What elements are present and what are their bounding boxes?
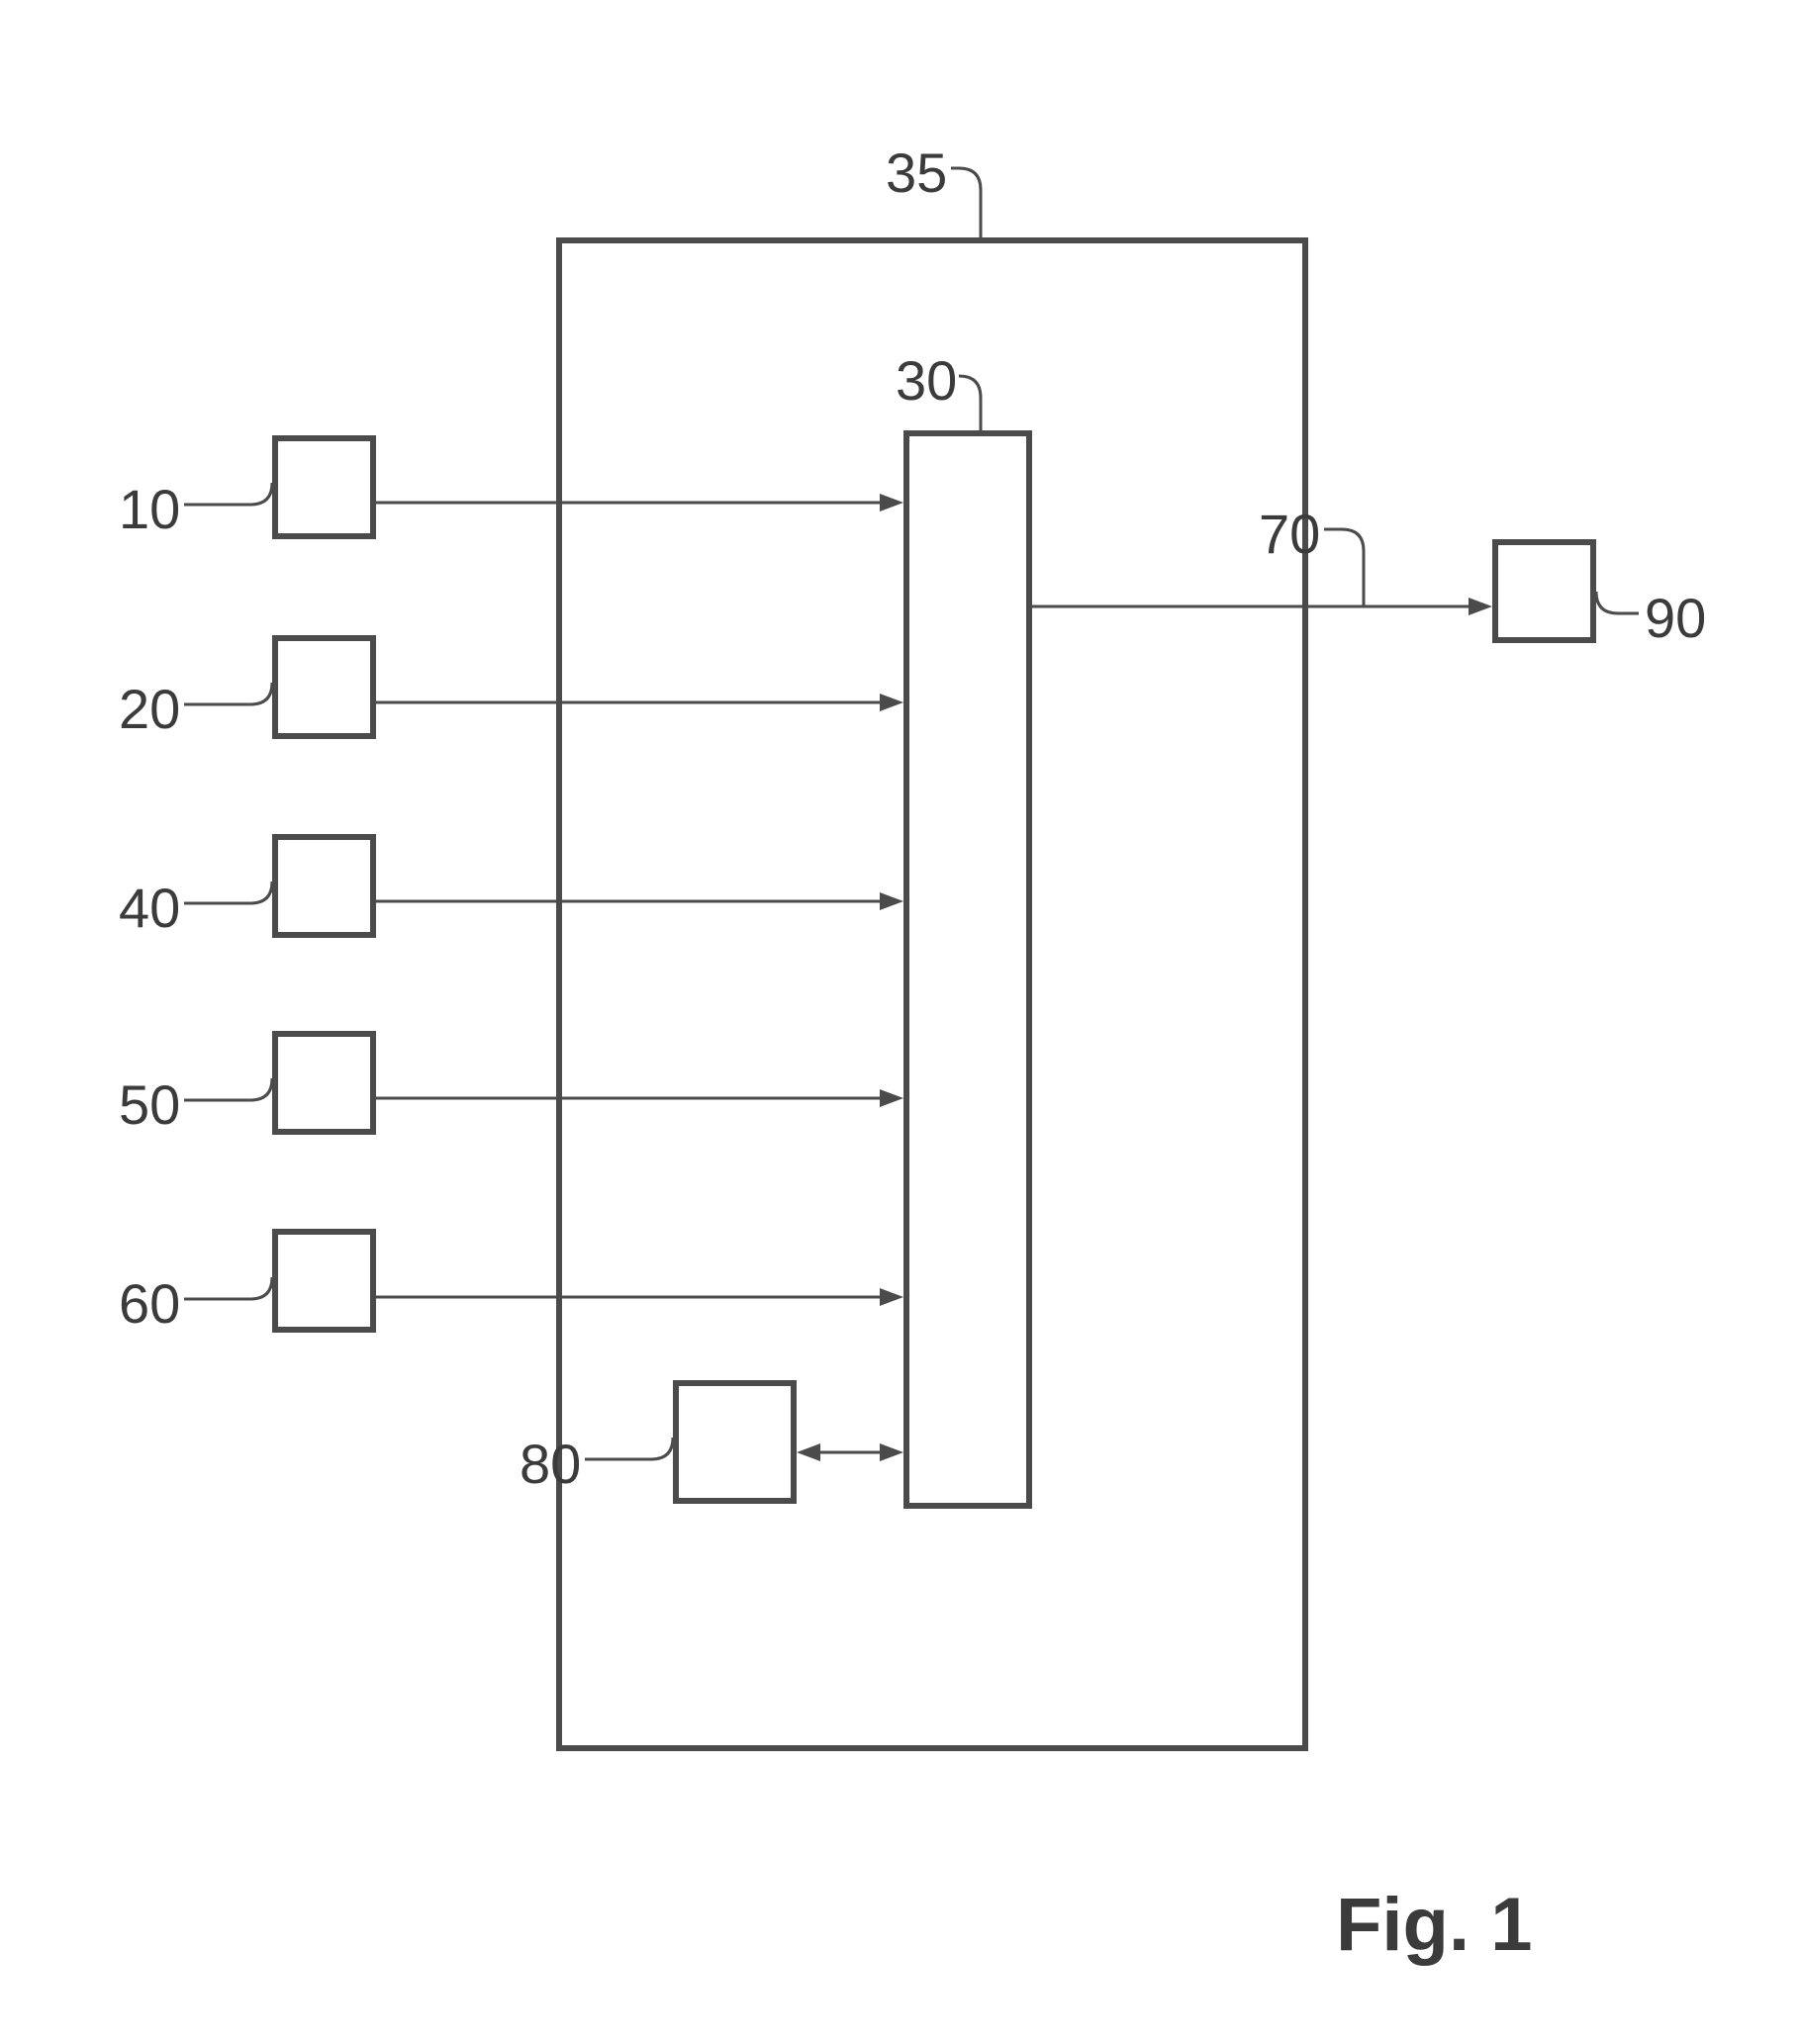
- leader-90: [1596, 592, 1639, 613]
- label-40: 40: [119, 876, 180, 940]
- diagram-stage: 10 20 40 50 60 80 90 70 35 30 Fig. 1: [0, 0, 1802, 2044]
- leader-10: [184, 483, 272, 505]
- label-35: 35: [886, 140, 947, 205]
- label-30: 30: [896, 348, 957, 413]
- figure-caption: Fig. 1: [1336, 1882, 1532, 1968]
- label-50: 50: [119, 1072, 180, 1137]
- leader-35: [951, 168, 981, 237]
- label-80: 80: [520, 1432, 581, 1496]
- leader-20: [184, 683, 272, 704]
- leader-60: [184, 1277, 272, 1299]
- input-50: [272, 1031, 376, 1135]
- input-40: [272, 834, 376, 938]
- label-60: 60: [119, 1271, 180, 1336]
- label-90: 90: [1645, 586, 1706, 650]
- input-10: [272, 435, 376, 539]
- memory-80: [673, 1380, 797, 1504]
- leader-40: [184, 882, 272, 903]
- input-60: [272, 1229, 376, 1333]
- leader-50: [184, 1078, 272, 1100]
- processor-30: [903, 430, 1032, 1509]
- label-70: 70: [1259, 502, 1320, 566]
- label-20: 20: [119, 677, 180, 741]
- leader-70: [1324, 529, 1364, 606]
- label-10: 10: [119, 477, 180, 541]
- output-90: [1492, 539, 1596, 643]
- input-20: [272, 635, 376, 739]
